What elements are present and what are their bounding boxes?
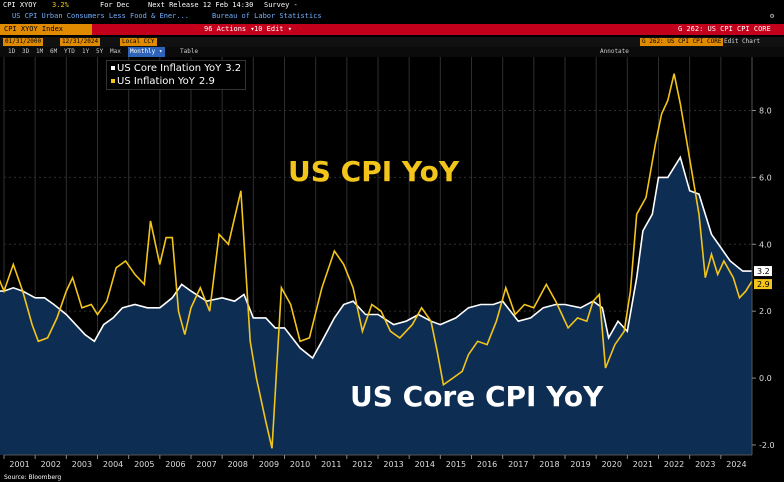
toolbar: CPI XYOY Index 96 Actions ▾ 10 Edit ▾ G … (0, 24, 784, 35)
x-tick-label: 2003 (72, 460, 92, 469)
x-tick-label: 2017 (508, 460, 528, 469)
y-tick-label: 4.0 (759, 240, 772, 249)
edit-chart-button[interactable]: Edit Chart (724, 38, 761, 45)
legend-swatch-cpi (111, 79, 115, 83)
core-cpi-area (0, 157, 752, 455)
legend-label-core: US Core Inflation YoY (117, 63, 222, 74)
legend-swatch-core (111, 66, 115, 70)
period-1y[interactable]: 1Y (82, 48, 90, 55)
end-date-input[interactable]: 12/31/2024 (60, 38, 101, 46)
inflation-chart[interactable]: -2.0 0.0 2.0 4.0 6.0 8.0 2001 2002 2003 2004 2005 2… (0, 57, 784, 474)
period-max[interactable]: Max (110, 48, 121, 55)
x-tick-label: 2015 (446, 460, 466, 469)
y-tick-label: -2.0 (759, 441, 775, 450)
y-tick-label: 6.0 (759, 173, 772, 182)
frequency-select[interactable]: Monthly ▾ (128, 47, 165, 57)
last-value-badge-cpi (754, 279, 772, 290)
x-tick-label: 2013 (383, 460, 403, 469)
x-tick-label: 2011 (321, 460, 341, 469)
period-1m[interactable]: 1M (36, 48, 44, 55)
survey: Survey - (264, 1, 298, 9)
table-button[interactable]: Table (180, 48, 199, 55)
period: For Dec (100, 1, 130, 9)
ticker[interactable]: CPI XYOY (3, 1, 37, 9)
x-tick-label: 2008 (228, 460, 248, 469)
actions-menu[interactable]: 96 Actions ▾ (204, 25, 255, 33)
x-tick-label: 2005 (134, 460, 154, 469)
x-tick-label: 2001 (9, 460, 29, 469)
x-tick-label: 2021 (633, 460, 653, 469)
x-tick-label: 2024 (726, 460, 746, 469)
y-tick-label: 2.0 (759, 307, 772, 316)
chart-code-tab[interactable]: G 262: US CPI CPI CORE (640, 38, 724, 46)
last-value-label-core: 3.2 (757, 267, 770, 276)
x-tick-label: 2019 (570, 460, 590, 469)
data-source: Bureau of Labor Statistics (212, 12, 322, 20)
security-description: US CPI Urban Consumers Less Food & Ener.… (0, 11, 784, 22)
y-tick-label: 0.0 (759, 374, 772, 383)
x-tick-label: 2009 (259, 460, 279, 469)
legend-value-core: 3.2 (225, 63, 242, 74)
chart-code[interactable]: G 262: US CPI CPI CORE (678, 25, 771, 33)
last-value: 3.2% (52, 1, 69, 9)
period-buttons: 1D 3D 1M 6M YTD 1Y 5Y Max Monthly ▾ Tabl… (0, 47, 784, 57)
legend-item-cpi: US Inflation YoY 2.9 (111, 75, 241, 88)
start-date-input[interactable]: 01/31/2000 (3, 38, 44, 46)
x-tick-label: 2002 (41, 460, 61, 469)
x-tick-label: 2007 (196, 460, 216, 469)
x-tick-label: 2006 (165, 460, 185, 469)
period-5y[interactable]: 5Y (96, 48, 104, 55)
core-cpi-line[interactable] (0, 155, 752, 360)
settings-icon[interactable]: ⚙ (770, 12, 775, 20)
legend-value-cpi: 2.9 (198, 76, 215, 87)
date-controls: 01/31/2000 12/31/2024 Local CCY G 262: U… (0, 37, 784, 47)
next-release: Next Release 12 Feb 14:30 (148, 1, 254, 9)
security-header: CPI XYOY 3.2% For Dec Next Release 12 Fe… (0, 0, 784, 11)
annotate-button[interactable]: Annotate (600, 48, 629, 55)
cpi-annotation: US CPI YoY (288, 155, 460, 188)
period-ytd[interactable]: YTD (64, 48, 75, 55)
x-tick-label: 2014 (415, 460, 435, 469)
x-tick-label: 2018 (539, 460, 559, 469)
core-cpi-annotation: US Core CPI YoY (350, 380, 604, 413)
cpi-line[interactable] (0, 73, 753, 449)
legend-label-cpi: US Inflation YoY (117, 76, 195, 87)
x-tick-label: 2022 (664, 460, 684, 469)
x-tick-label: 2004 (103, 460, 123, 469)
x-tick-label: 2023 (695, 460, 715, 469)
x-tick-label: 2012 (352, 460, 372, 469)
source-note: Source: Bloomberg (4, 474, 62, 481)
x-axis-strip (0, 455, 784, 474)
currency-select[interactable]: Local CCY (120, 38, 157, 46)
x-tick-label: 2020 (602, 460, 622, 469)
period-3d[interactable]: 3D (22, 48, 30, 55)
period-6m[interactable]: 6M (50, 48, 58, 55)
last-value-badge-core (754, 266, 772, 277)
period-1d[interactable]: 1D (8, 48, 16, 55)
index-label[interactable]: CPI XYOY Index (0, 24, 92, 35)
x-tick-label: 2010 (290, 460, 310, 469)
last-value-label-cpi: 2.9 (757, 280, 770, 289)
edit-menu[interactable]: 10 Edit ▾ (254, 25, 292, 33)
x-tick-label: 2016 (477, 460, 497, 469)
legend: US Core Inflation YoY 3.2 US Inflation Yo… (106, 60, 247, 90)
description: US CPI Urban Consumers Less Food & Ener.… (12, 12, 190, 20)
y-tick-label: 8.0 (759, 107, 772, 116)
legend-item-core: US Core Inflation YoY 3.2 (111, 62, 241, 75)
